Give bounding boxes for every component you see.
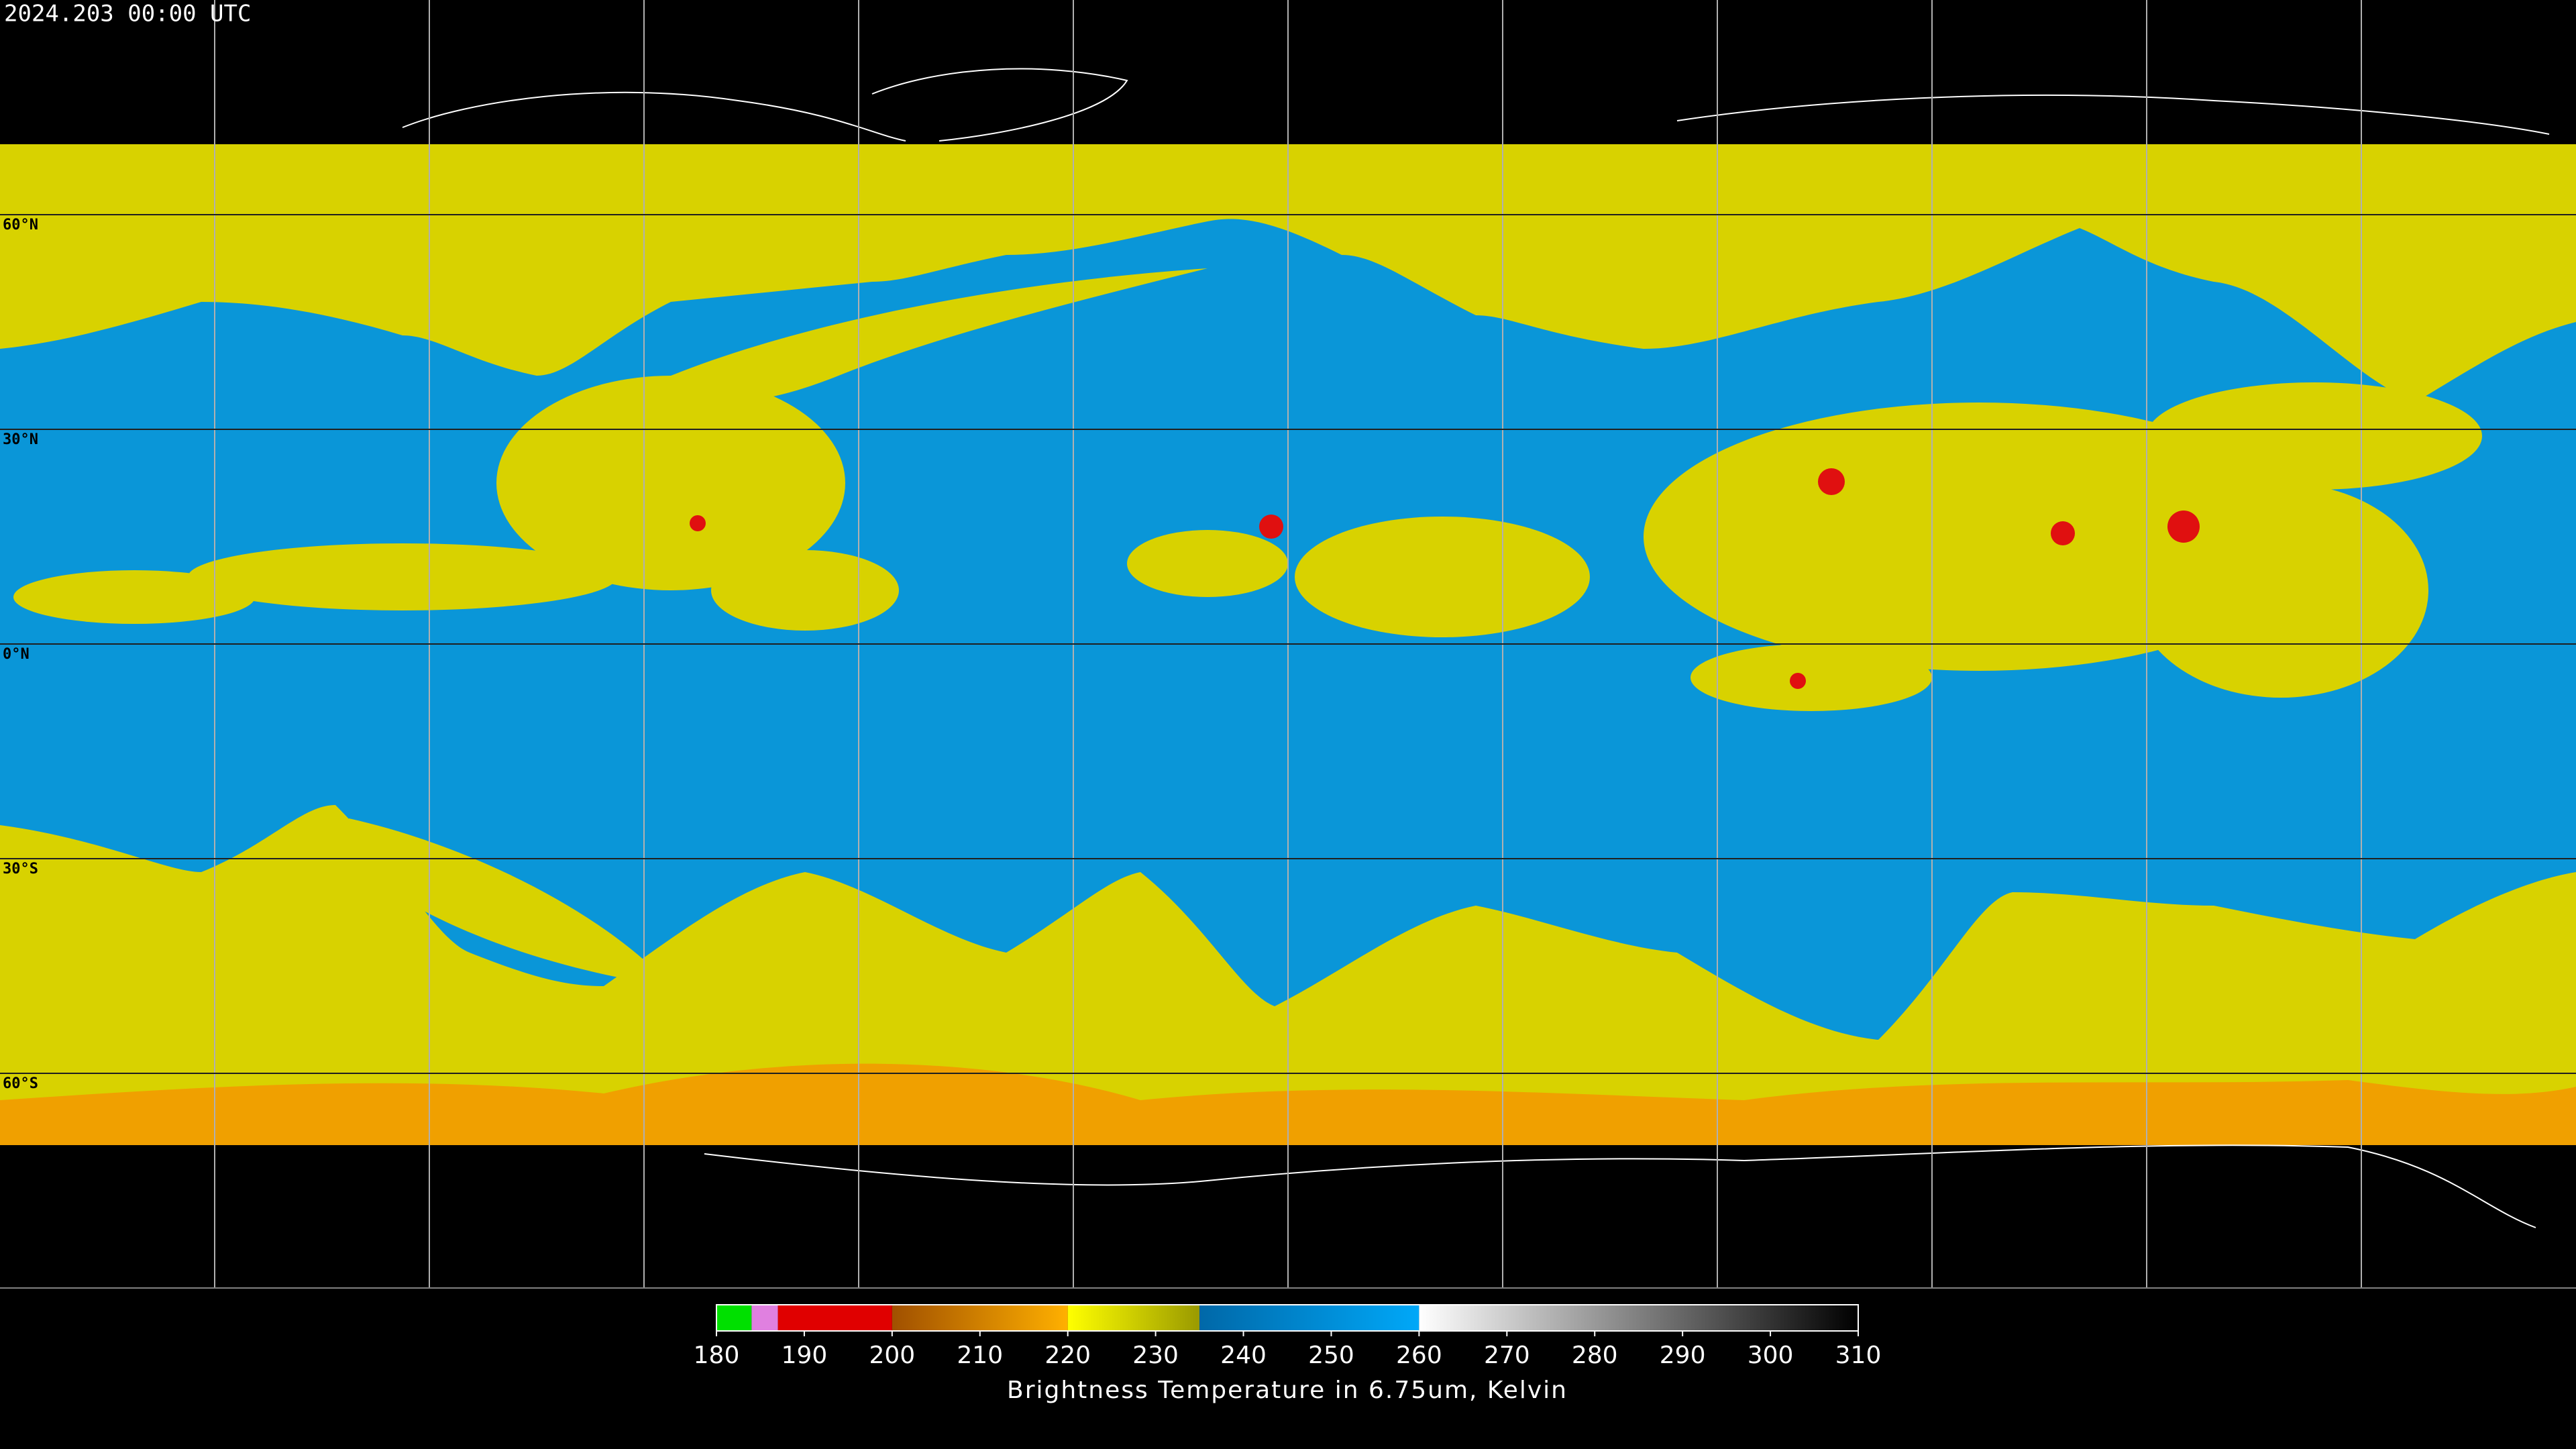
colorbar: 180 190 200 210 220 230 240 250 260 270 280 290 300 3…	[694, 1304, 1882, 1369]
map: 60°N 30°N 0°N 30°S 60°S	[0, 0, 2576, 1288]
storm-core	[1790, 673, 1806, 689]
cloud-cluster	[1690, 644, 1932, 711]
timestamp: 2024.203 00:00 UTC	[4, 1, 251, 28]
storm-core	[690, 515, 706, 531]
colorbar-tick-label: 270	[1484, 1342, 1530, 1369]
colorbar-tick-label: 290	[1660, 1342, 1706, 1369]
cloud-cluster	[13, 570, 255, 624]
cloud-cluster	[1295, 517, 1590, 637]
colorbar-tick-label: 250	[1308, 1342, 1354, 1369]
deep-convection	[690, 468, 2200, 689]
lat-label: 60°N	[3, 217, 38, 233]
lat-label: 30°S	[3, 861, 38, 877]
lat-label: 60°S	[3, 1075, 38, 1092]
colorbar-tick-label: 210	[957, 1342, 1003, 1369]
coastline	[871, 68, 1128, 142]
graticule: 60°N 30°N 0°N 30°S 60°S	[0, 0, 2576, 1288]
colorbar-tick-label: 230	[1132, 1342, 1179, 1369]
cloud-cluster	[2147, 382, 2482, 490]
colorbar-tick-label: 240	[1220, 1342, 1267, 1369]
storm-core	[2051, 521, 2075, 545]
colorbar-tick-label: 260	[1396, 1342, 1442, 1369]
colorbar-segment	[1199, 1305, 1419, 1331]
colorbar-segment	[1419, 1305, 1858, 1331]
colorbar-tick-label: 180	[694, 1342, 740, 1369]
colorbar-tick-label: 190	[782, 1342, 828, 1369]
storm-core	[1818, 468, 1845, 495]
coastline	[1676, 94, 2550, 135]
coastlines	[402, 68, 2550, 1228]
cloud-cluster	[711, 550, 899, 631]
colorbar-tick-label: 200	[869, 1342, 915, 1369]
colorbar-segment	[1067, 1305, 1200, 1331]
coastline	[402, 91, 906, 142]
colorbar-tick-label: 220	[1044, 1342, 1091, 1369]
colorbar-segment	[777, 1305, 892, 1331]
colorbar-caption: Brightness Temperature in 6.75um, Kelvin	[1007, 1377, 1568, 1404]
south-dry-filament	[347, 818, 671, 986]
colorbar-segment	[892, 1305, 1068, 1331]
storm-core	[2167, 511, 2200, 543]
coastline	[704, 1144, 2536, 1228]
cloud-cluster	[1127, 530, 1288, 597]
colorbar-segment	[716, 1305, 752, 1331]
colorbar-tick-label: 310	[1835, 1342, 1882, 1369]
lat-label: 0°N	[3, 646, 30, 663]
colorbar-segment	[751, 1305, 778, 1331]
lat-label: 30°N	[3, 431, 38, 448]
colorbar-frame	[716, 1304, 1859, 1332]
cloud-cluster	[188, 543, 617, 610]
storm-core	[1259, 515, 1283, 539]
colorbar-tick-label: 300	[1748, 1342, 1794, 1369]
colorbar-tick-label: 280	[1572, 1342, 1618, 1369]
